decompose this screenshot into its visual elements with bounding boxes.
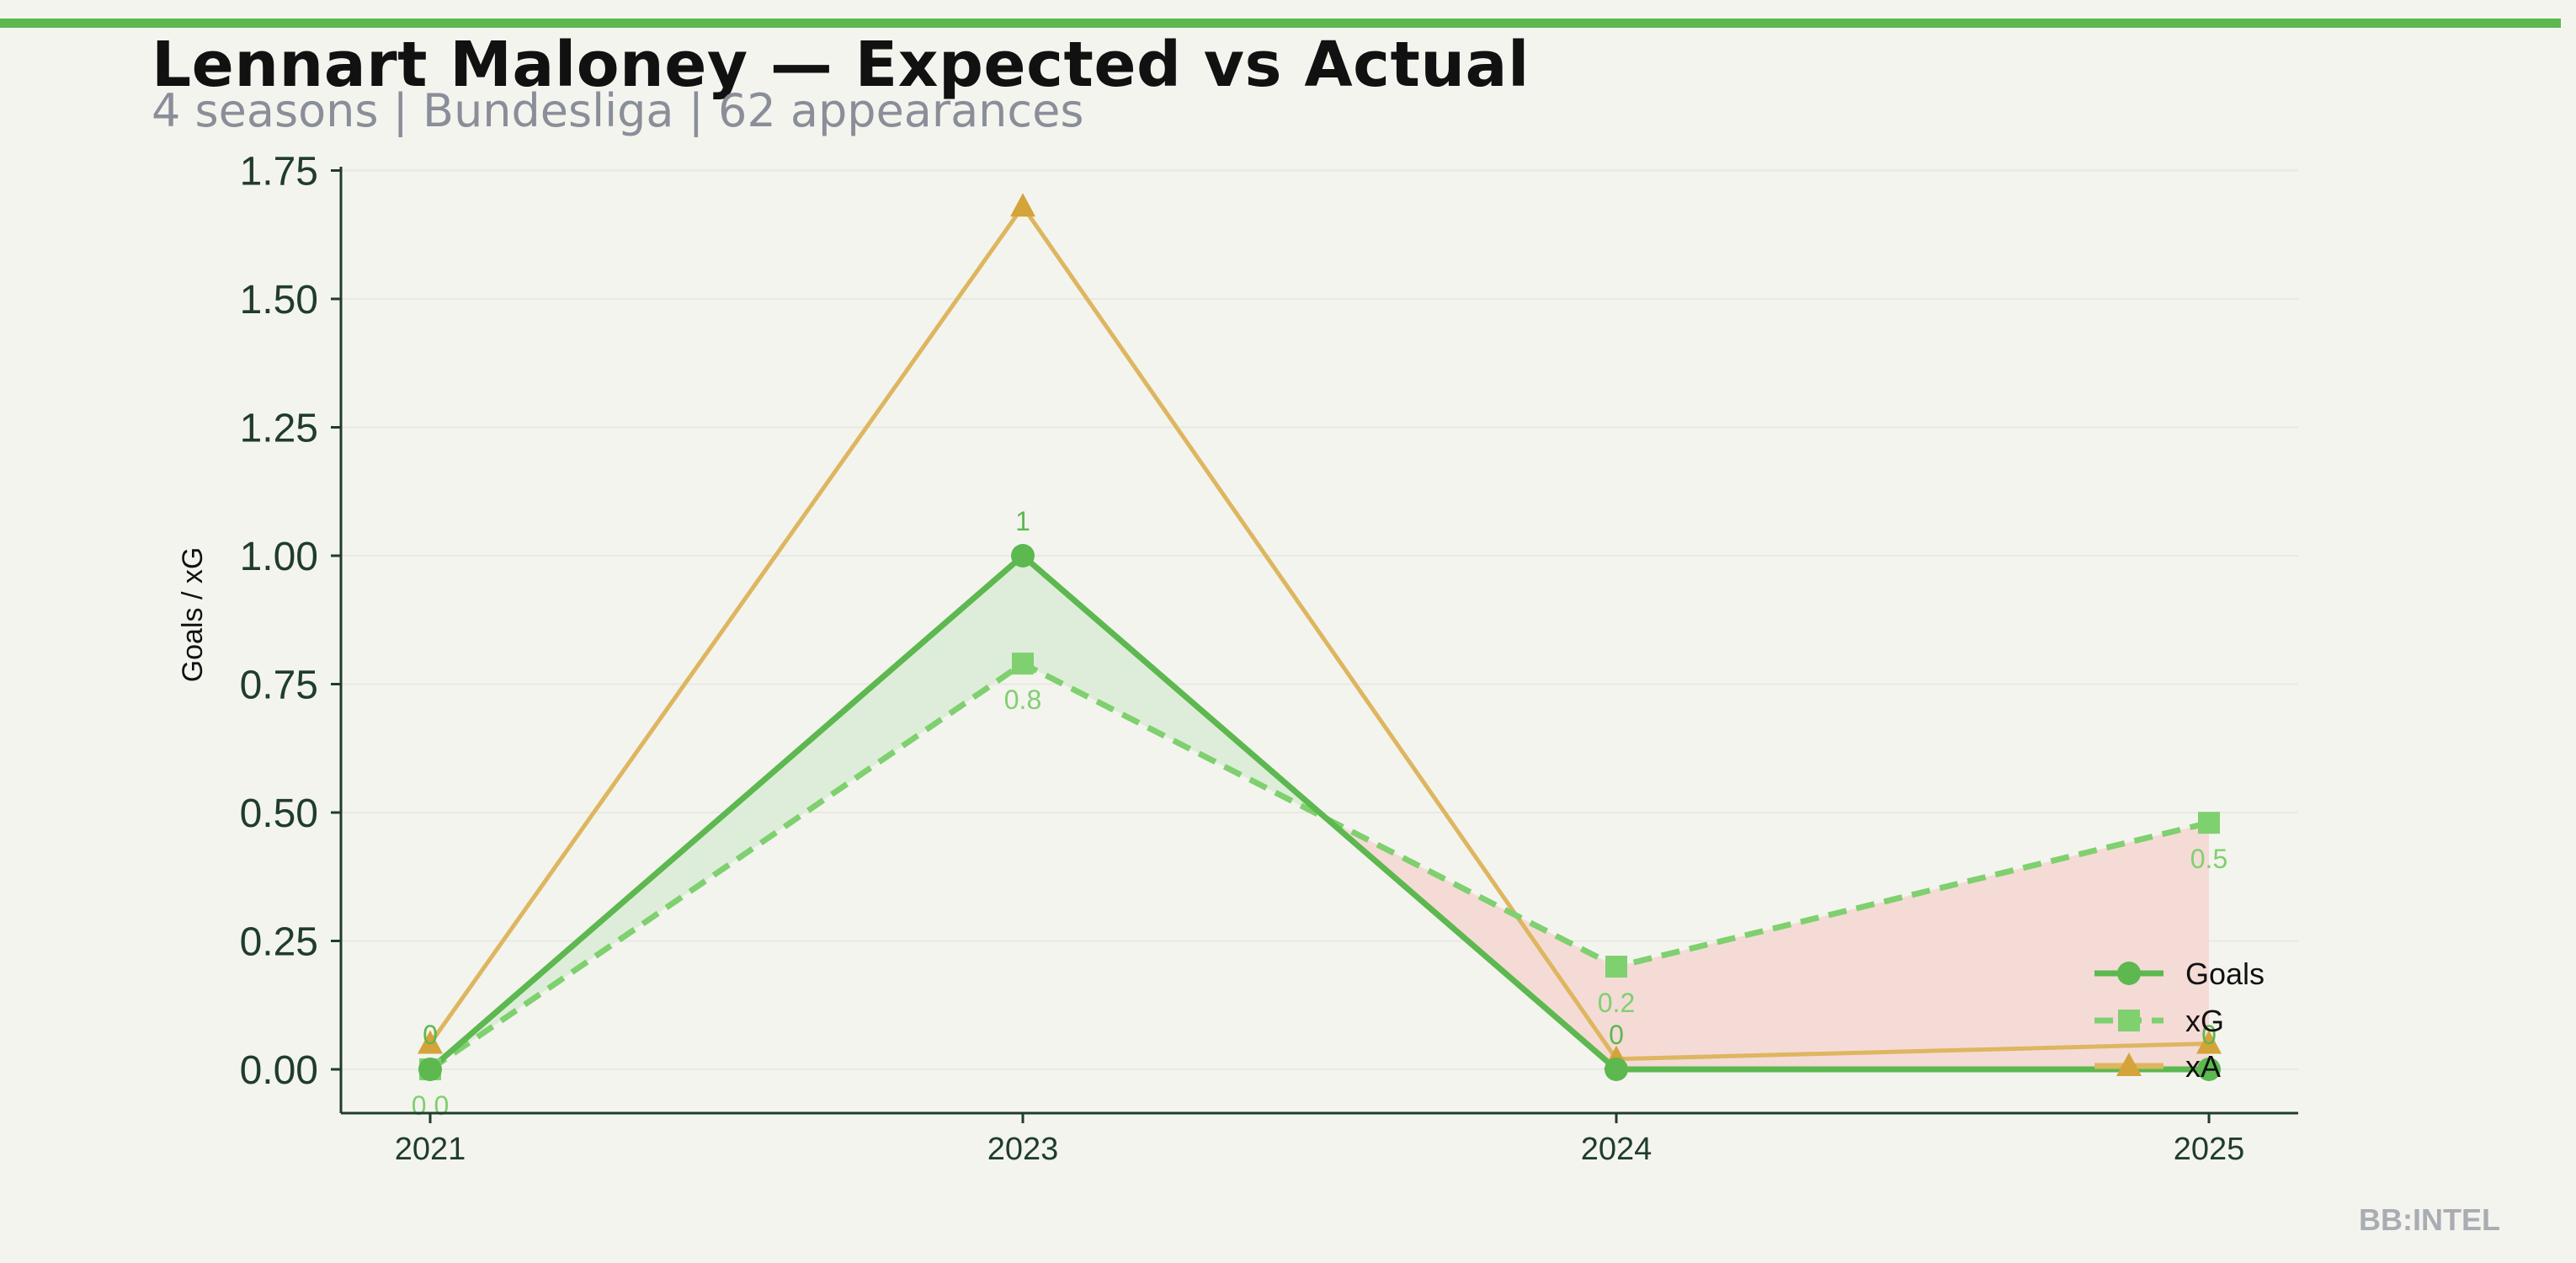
x-ticks: 2021 2023 2024 2025 — [395, 1113, 2245, 1167]
xg-data-label: 0.2 — [1598, 988, 1635, 1018]
marker-goals — [418, 1058, 442, 1081]
goals-data-label: 1 — [1015, 506, 1030, 536]
y-tick-label: 1.50 — [240, 278, 318, 322]
marker-goals — [2197, 1058, 2221, 1081]
underperformance-fill — [1616, 823, 2209, 1069]
legend-label-goals: Goals — [2185, 957, 2265, 991]
marker-xg — [1605, 956, 1627, 978]
y-tick-label: 0.50 — [240, 791, 318, 836]
marker-xa — [2196, 1030, 2222, 1054]
y-tick-label: 0.25 — [240, 920, 318, 965]
accent-bar — [0, 19, 2561, 28]
xg-data-label: 0.8 — [1004, 685, 1041, 715]
x-tick-label: 2025 — [2174, 1132, 2245, 1167]
legend: Goals xG xA — [2094, 957, 2265, 1084]
marker-xg — [1012, 653, 1034, 675]
legend-marker-goals — [2117, 962, 2141, 985]
series-line-xg — [428, 660, 2210, 1072]
axes — [339, 167, 2298, 1115]
markers — [418, 193, 2222, 1081]
series-line-goals — [428, 552, 2209, 1073]
goals-data-label: 0 — [1609, 1020, 1624, 1050]
x-tick-label: 2023 — [987, 1132, 1059, 1167]
legend-marker-xa — [2116, 1052, 2142, 1076]
y-tick-label: 0.00 — [240, 1048, 318, 1093]
chart-subtitle: 4 seasons | Bundesliga | 62 appearances — [152, 84, 1084, 137]
x-tick-label: 2021 — [395, 1132, 466, 1167]
y-axis-label: Goals / xG — [177, 547, 209, 683]
y-tick-label: 1.25 — [240, 407, 318, 451]
marker-goals — [1605, 1058, 1628, 1081]
y-ticks: 0.00 0.25 0.50 0.75 1.00 1.25 1.50 1.75 — [240, 150, 341, 1093]
legend-label-xa: xA — [2185, 1049, 2221, 1084]
x-tick-label: 2024 — [1581, 1132, 1653, 1167]
y-tick-label: 1.00 — [240, 535, 318, 579]
y-tick-label: 0.75 — [240, 663, 318, 708]
marker-goals — [1011, 544, 1035, 568]
grid-lines — [341, 169, 2298, 1070]
series-line-xa — [428, 204, 2210, 1062]
brand-watermark: BB:INTEL — [2359, 1202, 2500, 1237]
data-labels: 010 00.00.80.20.5 — [412, 506, 2227, 1121]
legend-marker-xg — [2118, 1010, 2140, 1031]
goals-data-label: 0 — [423, 1020, 438, 1050]
legend-label-xg: xG — [2185, 1004, 2224, 1038]
series-lines — [428, 204, 2210, 1073]
marker-xa — [418, 1030, 443, 1054]
chart-title: Lennart Maloney — Expected vs Actual — [152, 29, 1530, 101]
marker-xa — [1010, 193, 1035, 217]
y-tick-label: 1.75 — [240, 150, 318, 195]
goals-data-label: 0 — [2201, 1020, 2217, 1050]
marker-xg — [2198, 812, 2220, 834]
xg-data-label: 0.5 — [2190, 844, 2227, 874]
